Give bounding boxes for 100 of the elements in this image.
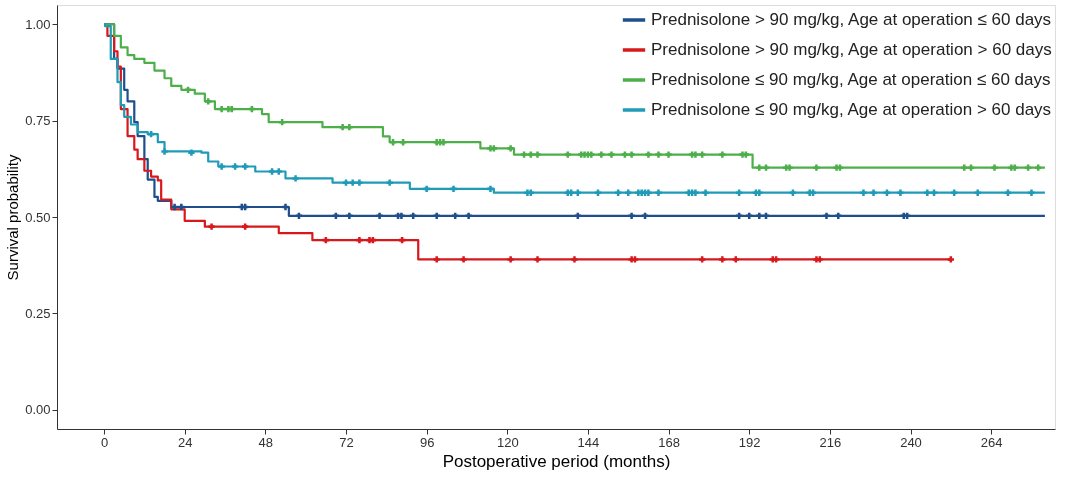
point (205, 98, 212, 105)
x-tick-label: 120 (496, 434, 519, 450)
point (188, 149, 195, 156)
point (520, 151, 528, 158)
x-tick-label: 96 (419, 434, 435, 450)
x-tick-label: 24 (177, 434, 193, 450)
point (507, 145, 514, 152)
x-tick-label: 216 (819, 434, 842, 450)
point (621, 151, 629, 158)
point (719, 256, 726, 263)
point (692, 151, 699, 158)
x-tick-label: 0 (100, 434, 109, 450)
point (732, 256, 739, 263)
point (655, 151, 662, 158)
point (178, 203, 185, 211)
point (386, 179, 393, 186)
point (588, 151, 595, 158)
point (356, 236, 363, 244)
point (951, 189, 958, 196)
point (655, 189, 662, 196)
point (645, 151, 652, 158)
point (699, 256, 706, 263)
point (930, 189, 938, 196)
point (564, 151, 571, 158)
point (991, 164, 998, 171)
point (967, 164, 975, 171)
point (789, 189, 797, 196)
point (1011, 164, 1018, 171)
point (440, 139, 447, 146)
point (339, 124, 346, 131)
y-tick-label: 0.00 (25, 402, 51, 418)
point (450, 185, 457, 193)
legend-label: Prednisolone > 90 mg/kg, Age at operation > 60 days (651, 40, 1052, 59)
point (594, 189, 602, 196)
point (342, 179, 350, 186)
point (433, 256, 440, 263)
point (628, 151, 635, 158)
point (1024, 164, 1032, 171)
point (615, 189, 622, 196)
point (282, 203, 289, 211)
point (161, 148, 168, 155)
point (423, 185, 430, 193)
point (292, 175, 299, 182)
point (924, 189, 931, 196)
point (762, 164, 770, 171)
point (231, 163, 239, 170)
point (433, 212, 440, 220)
legend-label: Prednisolone ≤ 90 mg/kg, Age at operation > 60 days (651, 100, 1052, 119)
point (823, 212, 830, 220)
point (961, 164, 968, 171)
x-tick-label: 240 (900, 434, 922, 450)
point (534, 256, 541, 263)
point (1035, 164, 1042, 171)
y-tick-label: 0.25 (25, 305, 51, 321)
point (218, 105, 225, 113)
x-tick-label: 168 (658, 434, 680, 450)
x-tick-label: 192 (738, 434, 761, 450)
point (574, 189, 581, 196)
point (735, 189, 743, 196)
point (756, 189, 763, 196)
point (883, 189, 891, 196)
point (346, 212, 353, 220)
y-tick-label: 0.50 (25, 209, 51, 225)
point (534, 151, 541, 158)
point (275, 168, 282, 175)
point (699, 151, 706, 158)
x-tick-label: 144 (577, 434, 600, 450)
point (756, 164, 763, 171)
point (702, 189, 709, 196)
point (527, 151, 534, 158)
y-tick-label: 0.75 (25, 113, 51, 129)
point (398, 212, 405, 220)
point (1004, 189, 1012, 196)
point (460, 256, 467, 263)
point (813, 164, 820, 171)
point (870, 189, 877, 196)
point (608, 151, 615, 158)
point (349, 179, 356, 186)
point (1028, 189, 1035, 196)
point (719, 151, 726, 158)
point (465, 212, 472, 220)
y-tick-label: 1.00 (25, 16, 51, 32)
point (816, 256, 823, 263)
y-axis-title: Survival probability (4, 154, 22, 281)
x-tick-label: 264 (980, 434, 1003, 450)
x-axis-title: Postoperative period (months) (442, 451, 671, 471)
point (571, 256, 578, 263)
point (645, 189, 652, 196)
point (860, 189, 867, 196)
point (218, 163, 225, 170)
point (356, 179, 363, 186)
point (756, 212, 763, 220)
point (487, 185, 494, 193)
point (268, 168, 276, 175)
point (507, 256, 514, 263)
point (242, 163, 249, 170)
point (947, 256, 954, 263)
point (897, 189, 904, 196)
x-tick-label: 48 (258, 434, 274, 450)
point (628, 212, 635, 220)
